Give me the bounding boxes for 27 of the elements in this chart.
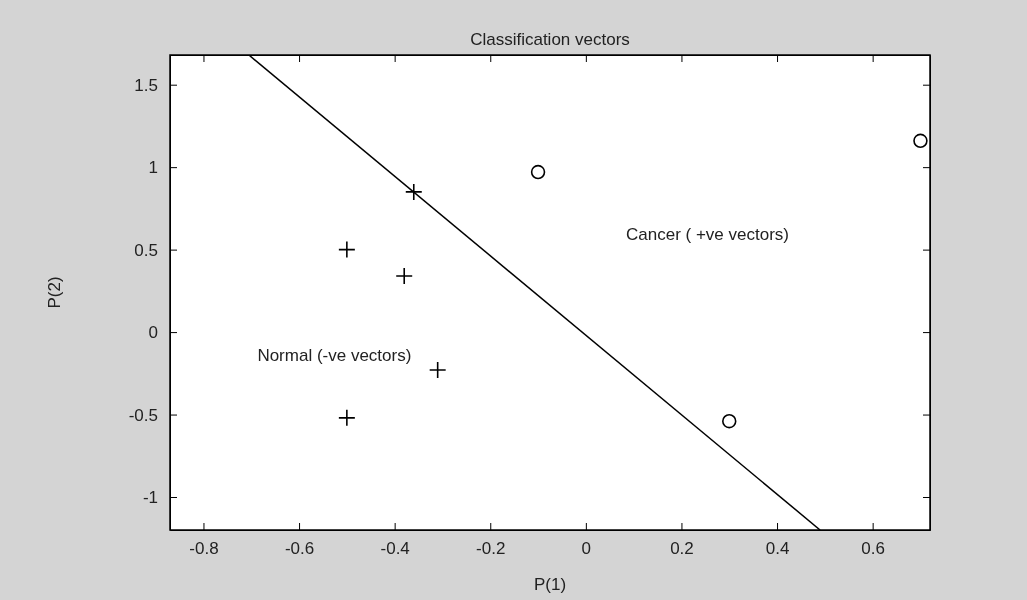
point [530,164,546,180]
y-tick-label: 1 [148,158,158,178]
annotation: Cancer ( +ve vectors) [626,225,789,245]
y-tick-label: 0.5 [134,240,158,260]
y-axis-title: P(2) [45,276,64,309]
x-axis-title: P(1) [533,575,567,594]
x-tick-label: -0.8 [189,539,219,559]
point [338,409,356,427]
point [722,413,737,429]
point [913,133,928,148]
x-tick-label: 0.6 [861,539,885,559]
x-tick-label: -0.6 [284,539,315,559]
chart-title: Classification vectors [470,30,630,49]
point [404,183,423,201]
y-tick-label: 0 [148,323,158,343]
x-tick-label: 0.4 [765,539,790,559]
point [338,240,356,259]
y-tick-label: -1 [142,487,158,507]
point [428,361,447,379]
x-tick-label: -0.2 [476,539,506,559]
x-tick-label: -0.4 [380,539,410,559]
y-tick-label: -0.5 [128,405,158,425]
y-tick-label: 1.5 [134,75,158,95]
annotation: Normal (-ve vectors) [257,346,412,366]
x-tick-label: 0.2 [670,539,694,559]
x-tick-label: 0 [581,539,592,559]
point [395,267,414,285]
